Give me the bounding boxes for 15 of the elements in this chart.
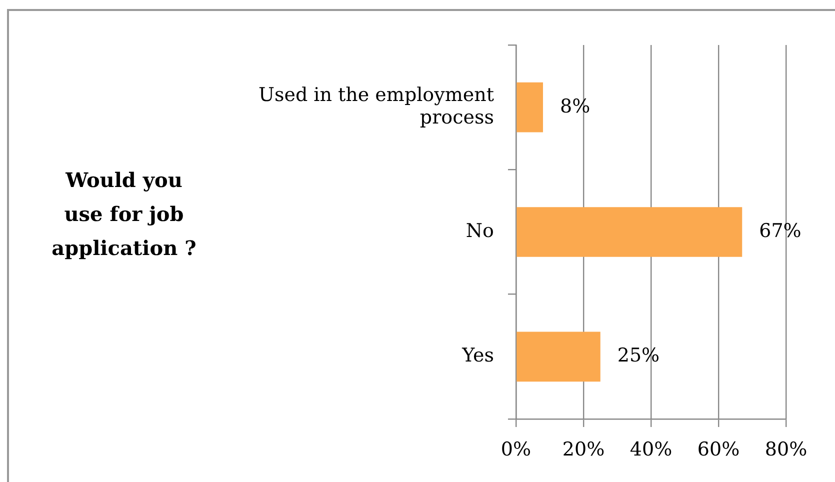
y-tick-label: Yes [461,344,494,367]
data-label: 67% [759,220,802,242]
x-tick-label: 20% [562,438,605,460]
data-label: 25% [617,344,660,367]
data-label: 8% [560,95,590,118]
x-tick-label: 40% [630,438,672,460]
x-tick-label: 60% [697,438,740,460]
y-tick-label: No [466,220,494,242]
y-axis-title: Would you use for job application ? [50,167,198,262]
bar [516,82,543,132]
x-tick-label: 80% [764,438,808,460]
bar [516,332,600,382]
y-tick-label: Used in the employment process [258,84,494,129]
bar [516,207,742,257]
x-tick-label: 0% [500,438,532,460]
